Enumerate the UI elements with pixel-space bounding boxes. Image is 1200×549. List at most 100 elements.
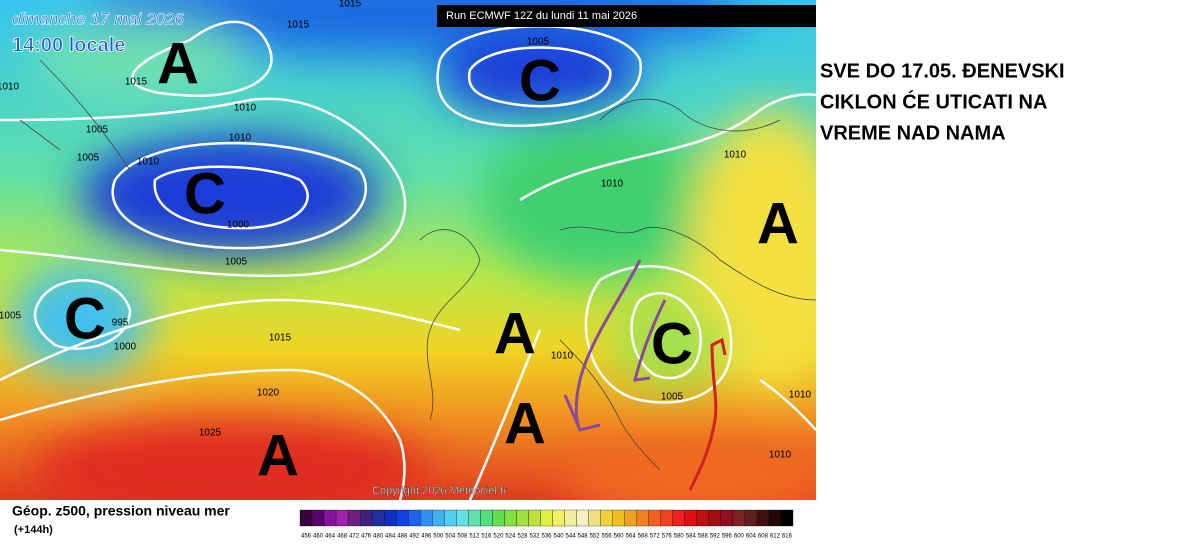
annotation-line: SVE DO 17.05. ĐENEVSKI xyxy=(820,60,1065,82)
scale-label: 460 xyxy=(313,534,324,540)
scale-label: 540 xyxy=(554,534,565,540)
scale-swatch xyxy=(612,509,625,527)
scale-swatch xyxy=(636,509,649,527)
isobar-label: 1005 xyxy=(86,125,109,136)
isobar-label: 1015 xyxy=(125,77,148,88)
map-time: 14:00 locale xyxy=(12,34,125,56)
annotation-line: CIKLON ĆE UTICATI NA xyxy=(820,89,1047,113)
scale-swatch xyxy=(408,509,421,527)
pressure-system: C xyxy=(64,286,106,351)
scale-label: 508 xyxy=(457,534,468,540)
scale-swatch xyxy=(492,509,505,527)
scale-swatch xyxy=(335,509,349,527)
isobar-label: 1005 xyxy=(527,37,550,48)
scale-swatch xyxy=(480,509,493,527)
scale-label: 572 xyxy=(650,534,661,540)
scale-swatch xyxy=(444,509,457,527)
map-date: dimanche 17 mai 2026 xyxy=(12,9,185,28)
scale-swatch xyxy=(299,509,313,527)
scale-label: 616 xyxy=(782,534,793,540)
scale-swatch xyxy=(323,509,337,527)
isobar-label: 1020 xyxy=(257,388,280,399)
scale-swatch xyxy=(720,509,734,527)
scale-swatch xyxy=(576,509,589,527)
isobar-label: 1005 xyxy=(0,311,22,322)
scale-swatch xyxy=(564,509,577,527)
scale-swatch xyxy=(396,509,409,527)
scale-label: 488 xyxy=(397,534,408,540)
isobar-label: 1010 xyxy=(234,103,257,114)
scale-swatch xyxy=(744,509,758,527)
pressure-system: C xyxy=(184,161,226,226)
isobar-label: 1010 xyxy=(769,450,792,461)
isobar-label: 1015 xyxy=(287,20,310,31)
scale-label: 544 xyxy=(566,534,577,540)
scale-swatch xyxy=(516,509,529,527)
scale-swatch xyxy=(552,509,565,527)
scale-swatch xyxy=(696,509,709,527)
scale-label: 580 xyxy=(674,534,685,540)
scale-label: 600 xyxy=(734,534,745,540)
scale-label: 532 xyxy=(529,534,540,540)
drawn-arrows xyxy=(563,259,727,491)
isobar-label: 1015 xyxy=(339,0,362,10)
scale-label: 504 xyxy=(445,534,456,540)
scale-label: 568 xyxy=(638,534,649,540)
pressure-system: A xyxy=(504,391,546,456)
pressure-system: C xyxy=(651,311,693,376)
copyright: Copyright 2026 Meteociel.fr xyxy=(372,485,507,497)
pressure-system: C xyxy=(519,48,561,113)
isobar-labels: 1015 1015 1015 1010 1005 1005 1010 1010 1010 1005… xyxy=(0,0,812,461)
scale-swatch xyxy=(384,509,397,527)
scale-swatch xyxy=(624,509,637,527)
color-scale: 456 460 464 468 472 476 480 484 488 492 496 500 504 5… xyxy=(299,509,794,540)
scale-swatch xyxy=(768,509,782,527)
scale-swatch xyxy=(780,509,794,527)
scale-label: 484 xyxy=(385,534,396,540)
scale-label: 480 xyxy=(373,534,384,540)
scale-label: 464 xyxy=(325,534,336,540)
isobar-label: 1005 xyxy=(77,153,100,164)
isobar-label: 1015 xyxy=(269,333,292,344)
pressure-system: A xyxy=(757,191,799,256)
scale-swatch xyxy=(504,509,517,527)
legend-lead: (+144h) xyxy=(14,524,53,536)
scale-swatch xyxy=(311,509,325,527)
pressure-system: A xyxy=(157,31,199,96)
run-info: Run ECMWF 12Z du lundi 11 mai 2026 xyxy=(446,10,637,22)
isobar-label: 1010 xyxy=(724,150,747,161)
scale-label: 596 xyxy=(722,534,733,540)
scale-swatch xyxy=(456,509,469,527)
isobar-label: 1005 xyxy=(661,392,684,403)
scale-label: 612 xyxy=(770,534,781,540)
isobar-label: 1005 xyxy=(225,257,248,268)
scale-label: 500 xyxy=(433,534,444,540)
scale-swatch xyxy=(600,509,613,527)
pressure-systems: A CC AC A CAA xyxy=(64,31,799,488)
isobar-label: 995 xyxy=(112,318,129,329)
isobar-label: 1000 xyxy=(227,220,250,231)
isobar-label: 1000 xyxy=(114,342,137,353)
pressure-system: A xyxy=(257,423,299,488)
scale-swatch xyxy=(420,509,433,527)
scale-swatch xyxy=(672,509,685,527)
legend-title: Géop. z500, pression niveau mer xyxy=(12,503,230,519)
isobar-label: 1010 xyxy=(229,133,252,144)
scale-label: 536 xyxy=(541,534,552,540)
scale-swatch xyxy=(371,509,385,527)
scale-swatch xyxy=(756,509,770,527)
scale-swatch xyxy=(347,509,361,527)
scale-label: 468 xyxy=(337,534,348,540)
scale-label: 528 xyxy=(517,534,528,540)
scale-swatch xyxy=(732,509,746,527)
scale-label: 552 xyxy=(590,534,601,540)
scale-swatch xyxy=(359,509,373,527)
scale-label: 592 xyxy=(710,534,721,540)
scale-swatch xyxy=(432,509,445,527)
field xyxy=(10,0,816,500)
annotation-line: VREME NAD NAMA xyxy=(820,122,1006,144)
isobar-label: 1010 xyxy=(551,351,574,362)
